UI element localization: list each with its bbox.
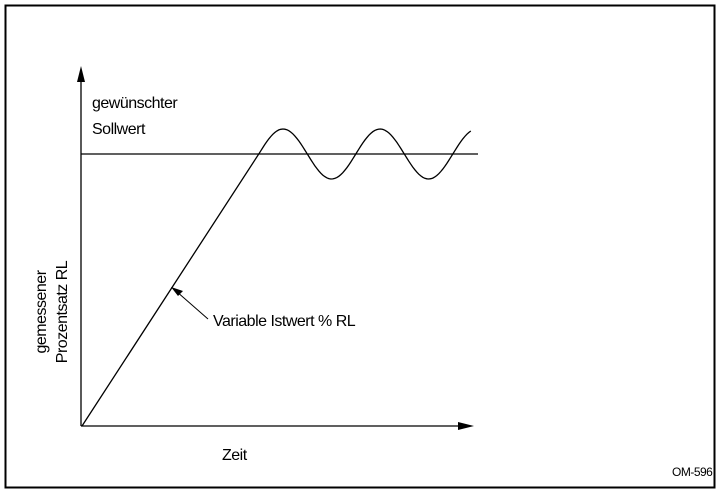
setpoint-label: Sollwert xyxy=(92,121,146,138)
y-axis-label: gemessener xyxy=(33,269,50,353)
figure-id: OM-596 xyxy=(672,465,713,479)
leader-arrow xyxy=(171,287,183,296)
process-curve xyxy=(81,128,472,427)
x-axis-label: Zeit xyxy=(222,447,248,464)
y-axis-label: Prozentsatz RL xyxy=(54,260,71,363)
y-axis-arrow xyxy=(77,66,85,82)
leader-line xyxy=(175,290,209,320)
curve-label: Variable Istwert % RL xyxy=(213,313,356,330)
frame xyxy=(4,4,716,489)
setpoint-label: gewünschter xyxy=(92,95,178,112)
x-axis-arrow xyxy=(458,422,474,430)
